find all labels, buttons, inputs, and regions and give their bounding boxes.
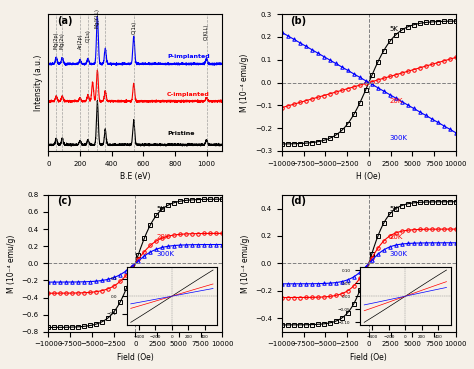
Text: 5K: 5K <box>156 206 165 212</box>
Text: C-implanted: C-implanted <box>167 92 210 97</box>
Text: 300K: 300K <box>156 252 174 258</box>
Text: Mg(KLL): Mg(KLL) <box>95 8 100 28</box>
Text: 5K: 5K <box>390 206 399 212</box>
Text: 20K: 20K <box>390 234 403 240</box>
Text: 300K: 300K <box>390 135 408 141</box>
X-axis label: Field (Oe): Field (Oe) <box>117 353 154 362</box>
Text: (a): (a) <box>57 15 73 26</box>
Text: 300K: 300K <box>390 252 408 258</box>
Text: Mg(2p): Mg(2p) <box>54 31 59 49</box>
Text: (b): (b) <box>291 15 307 26</box>
Text: 20K: 20K <box>390 98 403 104</box>
Text: Pristine: Pristine <box>167 131 194 136</box>
Y-axis label: Intensity (a.u.): Intensity (a.u.) <box>34 54 43 111</box>
Y-axis label: M (10⁻⁴ emu/g): M (10⁻⁴ emu/g) <box>240 54 249 112</box>
Text: Mg(2s): Mg(2s) <box>60 32 65 49</box>
Text: (d): (d) <box>291 196 307 207</box>
Text: 20k: 20k <box>156 234 169 240</box>
Text: 5K: 5K <box>390 25 399 31</box>
X-axis label: H (Oe): H (Oe) <box>356 172 381 181</box>
Text: P-implanted: P-implanted <box>167 54 210 59</box>
Y-axis label: M (10⁻⁴ emu/g): M (10⁻⁴ emu/g) <box>240 234 249 293</box>
X-axis label: Field (Oe): Field (Oe) <box>350 353 387 362</box>
Text: (c): (c) <box>57 196 72 207</box>
Text: O(KLL): O(KLL) <box>204 24 209 40</box>
Text: C(1s): C(1s) <box>85 30 91 42</box>
Text: Ar(2p): Ar(2p) <box>77 33 82 49</box>
Y-axis label: M (10⁻⁴ emu/g): M (10⁻⁴ emu/g) <box>7 234 16 293</box>
Text: O(1s): O(1s) <box>131 21 136 34</box>
X-axis label: B.E (eV): B.E (eV) <box>120 172 151 181</box>
